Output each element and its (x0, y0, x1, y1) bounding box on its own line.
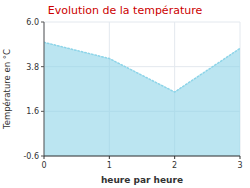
area (44, 42, 240, 156)
line (44, 42, 240, 92)
y-tick (41, 66, 44, 67)
y-axis-label: Température en °C (2, 49, 12, 130)
x-tick (109, 156, 110, 159)
x-axis (44, 156, 240, 157)
y-axis (44, 22, 45, 156)
x-tick-label: 2 (172, 161, 177, 170)
y-tick-label: 1.6 (26, 107, 39, 116)
chart: -0.6 1.6 3.8 6.0 0 1 2 3 Evolution de la tempéra… (0, 0, 250, 188)
y-tick-label: -0.6 (23, 152, 39, 161)
y-tick (41, 111, 44, 112)
title: Evolution de la température (48, 4, 203, 17)
x-tick (44, 156, 45, 159)
grid-line-x (44, 22, 45, 156)
x-tick-label: 0 (41, 161, 46, 170)
x-axis-label: heure par heure (101, 175, 183, 185)
series (44, 42, 240, 156)
grid-line-y (44, 22, 240, 23)
y-tick-label: 6.0 (26, 18, 39, 27)
grid-line-y (44, 156, 240, 157)
x-tick-label: 1 (107, 161, 112, 170)
x-tick-label: 3 (237, 161, 242, 170)
plot-area (44, 22, 240, 156)
x-tick (174, 156, 175, 159)
x-tick (240, 156, 241, 159)
y-tick (41, 22, 44, 23)
y-tick-label: 3.8 (26, 63, 39, 72)
